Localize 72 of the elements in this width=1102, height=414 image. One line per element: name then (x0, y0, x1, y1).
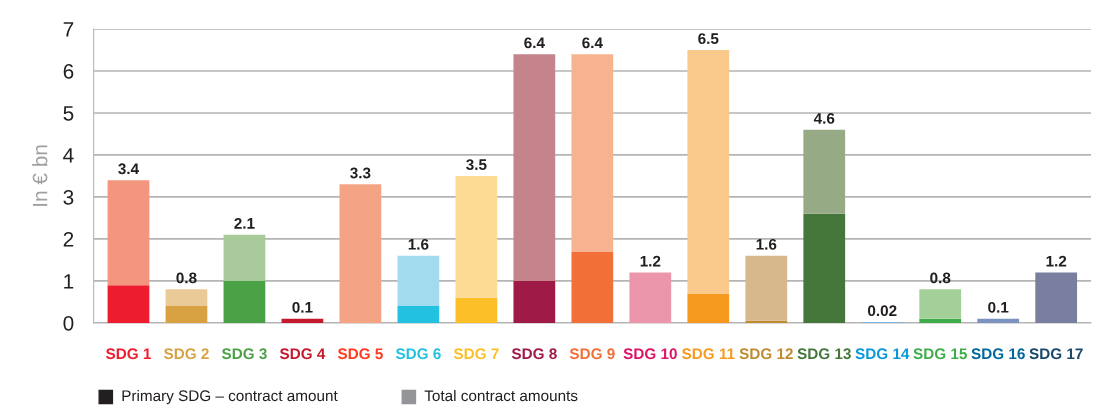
bar (455, 297, 498, 323)
bar (745, 320, 788, 323)
y-tick-label: 7 (63, 22, 74, 37)
y-tick-label: 0 (63, 315, 74, 331)
x-tick-label: SDG 8 (511, 348, 557, 360)
y-tick-label: 5 (63, 106, 74, 121)
x-tick-label: SDG 14 (855, 348, 910, 360)
total-label: 4.6 (813, 112, 835, 124)
text: Total contract amounts (424, 389, 578, 402)
bar (571, 54, 614, 252)
bar (165, 289, 208, 307)
bar (571, 251, 614, 323)
x-tick-label: SDG 17 (1029, 348, 1083, 360)
bar (745, 255, 788, 321)
total-label: 1.2 (1046, 255, 1067, 267)
total-label: 2.1 (234, 217, 255, 229)
bar (803, 129, 846, 214)
total-label: 6.4 (524, 37, 545, 49)
total-label: 0.02 (867, 305, 897, 317)
x-tick-label: SDG 10 (623, 348, 677, 360)
bar (629, 272, 672, 323)
x-tick-label: SDG 3 (221, 348, 267, 360)
y-tick-label: 6 (63, 63, 74, 79)
x-tick-label: SDG 5 (337, 348, 383, 360)
bar (919, 289, 962, 319)
x-tick-label: SDG 16 (971, 348, 1025, 360)
bar (1035, 272, 1078, 323)
total-label: 0.1 (988, 301, 1009, 313)
x-tick-label: SDG 13 (797, 348, 851, 360)
total-label: 1.6 (408, 238, 429, 250)
total-label: 0.1 (292, 301, 313, 313)
bar (687, 293, 730, 323)
x-tick-label: SDG 4 (279, 348, 326, 360)
y-tick-label: 2 (63, 231, 74, 247)
bar (977, 318, 1020, 323)
y-tick-label: 1 (64, 274, 74, 289)
bar (223, 234, 266, 281)
total-label: 6.5 (698, 33, 719, 45)
total-label: 1.6 (756, 238, 777, 250)
bar (397, 255, 440, 307)
total-label: 0.8 (176, 272, 197, 284)
x-tick-label: SDG 6 (395, 348, 441, 360)
x-tick-label: SDG 7 (453, 348, 499, 360)
x-tick-label: SDG 2 (163, 348, 209, 360)
total-label: 3.3 (350, 167, 371, 179)
x-tick-label: SDG 15 (913, 348, 967, 360)
total-label: 0.8 (930, 272, 951, 284)
bar (339, 184, 382, 323)
bar (281, 318, 324, 323)
bar (803, 213, 846, 323)
x-tick-label: SDG 1 (105, 348, 151, 360)
total-label: 6.4 (582, 37, 603, 49)
bar (687, 49, 730, 294)
bar (397, 306, 440, 323)
bar (513, 54, 556, 281)
bar (223, 280, 266, 323)
x-tick-label: SDG 9 (569, 348, 615, 360)
bar (455, 175, 498, 298)
bar (513, 280, 556, 323)
x-tick-label: SDG 11 (681, 348, 735, 360)
bar (107, 180, 150, 286)
total-label: 3.5 (466, 159, 487, 171)
total-label: 3.4 (118, 163, 139, 175)
bar (107, 285, 150, 323)
x-tick-label: SDG 12 (739, 348, 793, 360)
total-label: 1.2 (640, 255, 661, 267)
y-tick-label: 4 (63, 148, 74, 163)
bar (919, 318, 962, 323)
bar (165, 306, 208, 323)
text: Primary SDG – contract amount (122, 389, 338, 405)
y-tick-label: 3 (63, 189, 74, 205)
y-axis-title: In € bn (32, 145, 48, 206)
